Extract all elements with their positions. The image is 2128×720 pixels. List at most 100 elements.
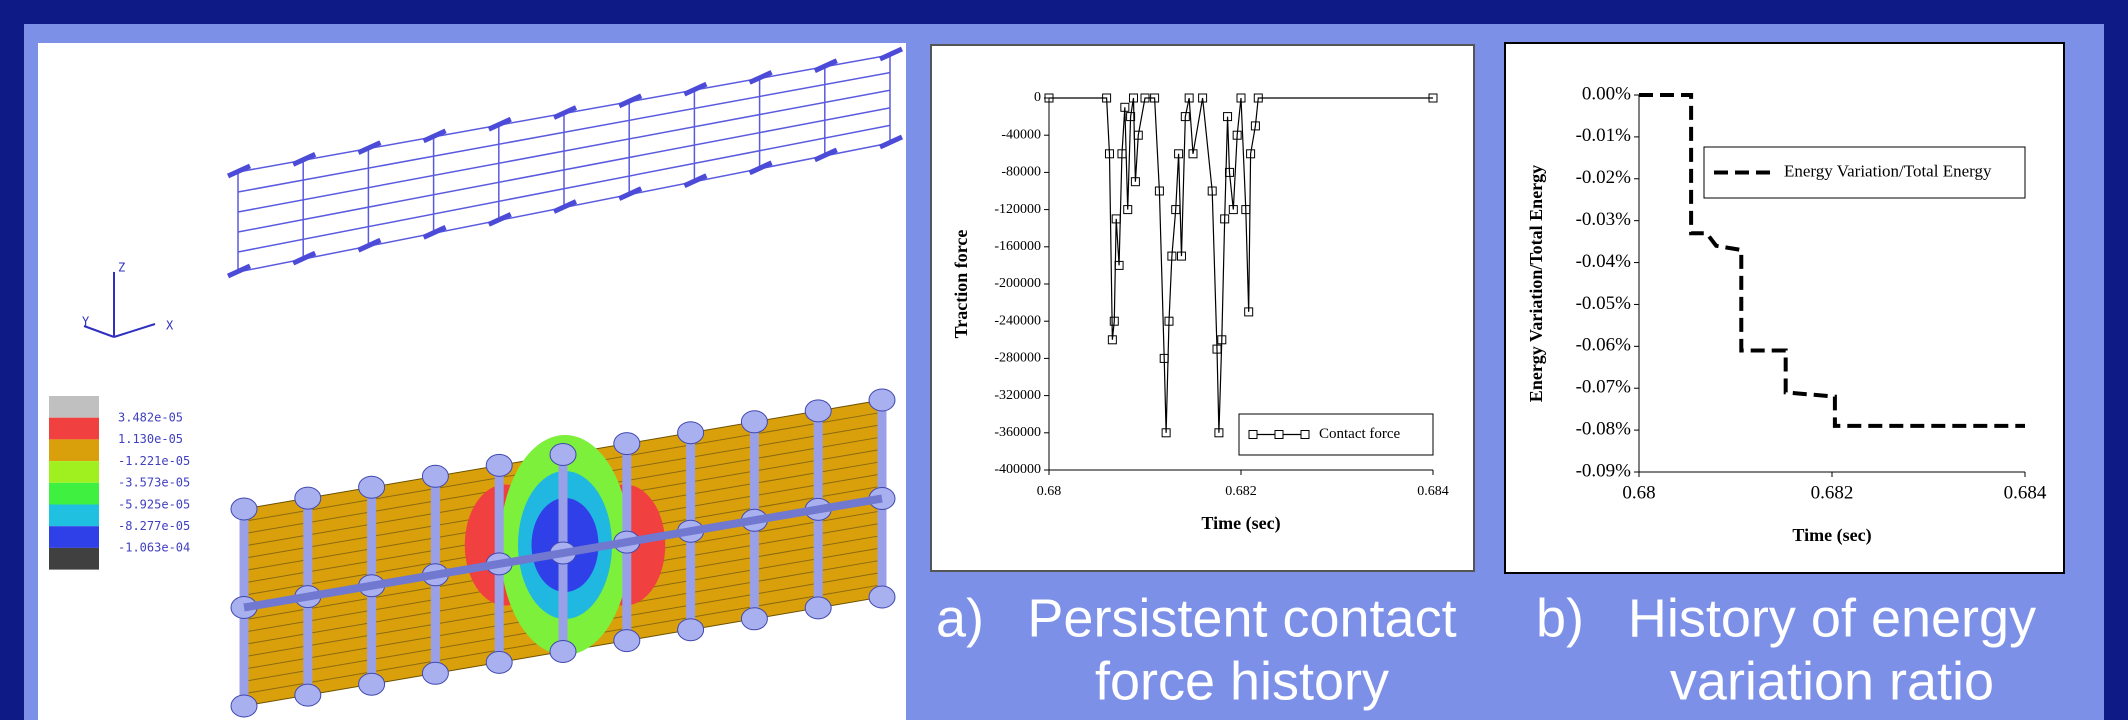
series-line bbox=[1049, 97, 1433, 433]
point-marker bbox=[1184, 93, 1194, 103]
point-marker bbox=[1111, 214, 1121, 224]
y-tick-label: -40000 bbox=[1001, 127, 1041, 142]
x-axis-title: Time (sec) bbox=[1792, 525, 1871, 546]
node bbox=[613, 629, 641, 653]
triad-label: Z bbox=[118, 261, 125, 275]
node bbox=[358, 672, 386, 696]
point-marker bbox=[1159, 353, 1169, 363]
wire-bolt bbox=[683, 173, 708, 188]
fem-model bbox=[226, 46, 904, 718]
node bbox=[421, 661, 449, 685]
caption-line: variation ratio bbox=[1670, 651, 1994, 711]
point-marker bbox=[1246, 149, 1256, 159]
wire-bolt bbox=[748, 70, 773, 85]
triad-axis bbox=[83, 325, 115, 338]
x-tick-label: 0.682 bbox=[1811, 482, 1854, 503]
point-marker bbox=[1250, 121, 1260, 131]
y-tick-label: -0.09% bbox=[1576, 460, 1632, 481]
point-marker bbox=[1044, 93, 1054, 103]
x-tick-label: 0.68 bbox=[1037, 484, 1062, 499]
point-marker bbox=[1253, 93, 1263, 103]
node bbox=[230, 694, 258, 718]
y-tick-label: -0.06% bbox=[1576, 335, 1632, 356]
wire-bolt bbox=[552, 105, 578, 120]
point-marker bbox=[1188, 149, 1198, 159]
point-marker bbox=[1128, 93, 1138, 103]
point-marker bbox=[1154, 186, 1164, 196]
point-marker bbox=[1224, 167, 1234, 177]
track bbox=[243, 494, 883, 612]
point-marker bbox=[1104, 149, 1114, 159]
legend-swatch bbox=[49, 504, 99, 527]
legend-label: -5.925e-05 bbox=[118, 497, 190, 511]
point-marker bbox=[1164, 316, 1174, 326]
triad-axis bbox=[113, 323, 156, 338]
chart-a-frame bbox=[930, 44, 1475, 572]
point-marker bbox=[1176, 251, 1186, 261]
wire-bolt bbox=[813, 58, 838, 73]
y-tick-label: -200000 bbox=[994, 276, 1041, 291]
node bbox=[549, 443, 577, 466]
node bbox=[677, 618, 705, 642]
node bbox=[613, 432, 641, 456]
y-axis-title: Traction force bbox=[951, 230, 971, 339]
point-marker bbox=[1102, 93, 1112, 103]
caption-letter: b) bbox=[1536, 588, 1584, 648]
point-marker bbox=[1428, 93, 1438, 103]
node bbox=[549, 640, 577, 663]
point-marker bbox=[1140, 93, 1150, 103]
legend-swatch bbox=[49, 547, 99, 570]
point-marker bbox=[1130, 177, 1140, 187]
legend-swatch bbox=[49, 526, 99, 548]
legend-label: 1.130e-05 bbox=[118, 432, 183, 446]
point-marker bbox=[1244, 307, 1254, 317]
point-marker bbox=[1180, 112, 1190, 122]
point-marker bbox=[1236, 93, 1246, 103]
wire-bolt bbox=[487, 116, 512, 132]
node bbox=[358, 475, 386, 499]
point-marker bbox=[1171, 205, 1181, 215]
caption-line: History of energy bbox=[1628, 588, 2036, 648]
legend-label: -8.277e-05 bbox=[118, 519, 190, 533]
x-tick-label: 0.682 bbox=[1225, 484, 1257, 499]
y-tick-label: -0.05% bbox=[1576, 293, 1632, 314]
y-tick-label: -0.08% bbox=[1576, 418, 1632, 439]
x-tick-label: 0.684 bbox=[2004, 482, 2047, 503]
wire-bolt bbox=[292, 152, 317, 167]
y-tick-label: -0.03% bbox=[1576, 209, 1632, 230]
point-marker bbox=[1126, 112, 1136, 122]
node bbox=[868, 585, 896, 609]
node bbox=[677, 421, 705, 445]
y-tick-label: -120000 bbox=[994, 202, 1041, 217]
caption-line: Persistent contact bbox=[1027, 588, 1456, 648]
point-marker bbox=[1150, 93, 1160, 103]
caption-letter: a) bbox=[936, 588, 984, 648]
wire-bolt bbox=[357, 140, 382, 155]
legend-label: Contact force bbox=[1319, 426, 1401, 442]
y-tick-label: -0.04% bbox=[1576, 251, 1632, 272]
y-tick-label: -80000 bbox=[1001, 165, 1041, 180]
legend-label: -3.573e-05 bbox=[118, 476, 190, 490]
legend-swatch bbox=[49, 482, 99, 505]
x-tick-label: 0.684 bbox=[1417, 484, 1449, 499]
node bbox=[868, 388, 896, 412]
x-tick-label: 0.68 bbox=[1622, 482, 1655, 503]
node bbox=[804, 399, 832, 423]
point-marker bbox=[1114, 260, 1124, 270]
wire-bolt bbox=[878, 46, 904, 62]
point-marker bbox=[1220, 214, 1230, 224]
legend-label: -1.221e-05 bbox=[118, 454, 190, 468]
node bbox=[485, 453, 513, 477]
point-marker bbox=[1167, 251, 1177, 261]
legend-label: Energy Variation/Total Energy bbox=[1784, 161, 1992, 180]
wire-bolt bbox=[813, 147, 838, 163]
point-marker bbox=[1241, 205, 1251, 215]
chart-b-frame bbox=[1504, 42, 2065, 574]
wire-bolt bbox=[878, 134, 904, 150]
point-marker bbox=[1109, 316, 1119, 326]
point-marker bbox=[1123, 205, 1133, 215]
node bbox=[294, 683, 322, 707]
